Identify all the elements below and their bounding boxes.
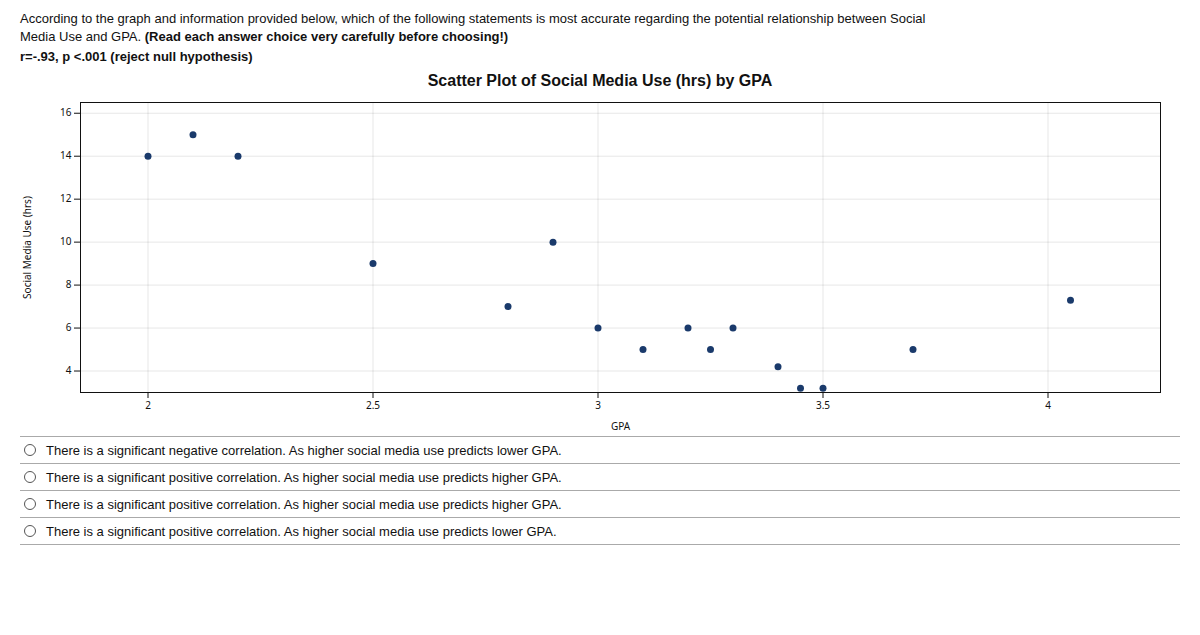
svg-text:3: 3	[595, 398, 601, 412]
html-text:There is a significant positiv: There is a significant positive correlat…	[46, 523, 557, 539]
html-text:There is a significant negativ: There is a significant negative correlat…	[46, 442, 562, 458]
html-text:r=-.93, p <.001 (reject null h: r=-.93, p <.001 (reject null hypothesis)	[20, 49, 253, 64]
svg-text:GPA: GPA	[611, 419, 631, 433]
svg-text:6: 6	[66, 320, 72, 334]
svg-text:4: 4	[66, 363, 72, 377]
svg-text:8: 8	[66, 277, 72, 291]
html-text:According to the graph and inf: According to the graph and information p…	[20, 11, 926, 26]
svg-text:2.5: 2.5	[366, 398, 380, 412]
svg-text:10: 10	[60, 234, 72, 248]
svg-text:4: 4	[1045, 398, 1051, 412]
svg-text:14: 14	[60, 148, 72, 162]
svg-text:Social Media Use (hrs): Social Media Use (hrs)	[20, 196, 34, 299]
html-text:There is a significant positiv: There is a significant positive correlat…	[46, 469, 562, 485]
html-text:There is a significant positiv: There is a significant positive correlat…	[46, 496, 562, 512]
svg-text:12: 12	[60, 191, 72, 205]
html-text:Scatter Plot of Social Media U: Scatter Plot of Social Media Use (hrs) b…	[427, 72, 773, 89]
svg-text:2: 2	[145, 398, 151, 412]
svg-text:16: 16	[60, 105, 72, 119]
svg-text:3.5: 3.5	[816, 398, 830, 412]
html-text:Media Use and GPA. (Read each: Media Use and GPA. (Read each answer cho…	[20, 29, 509, 44]
